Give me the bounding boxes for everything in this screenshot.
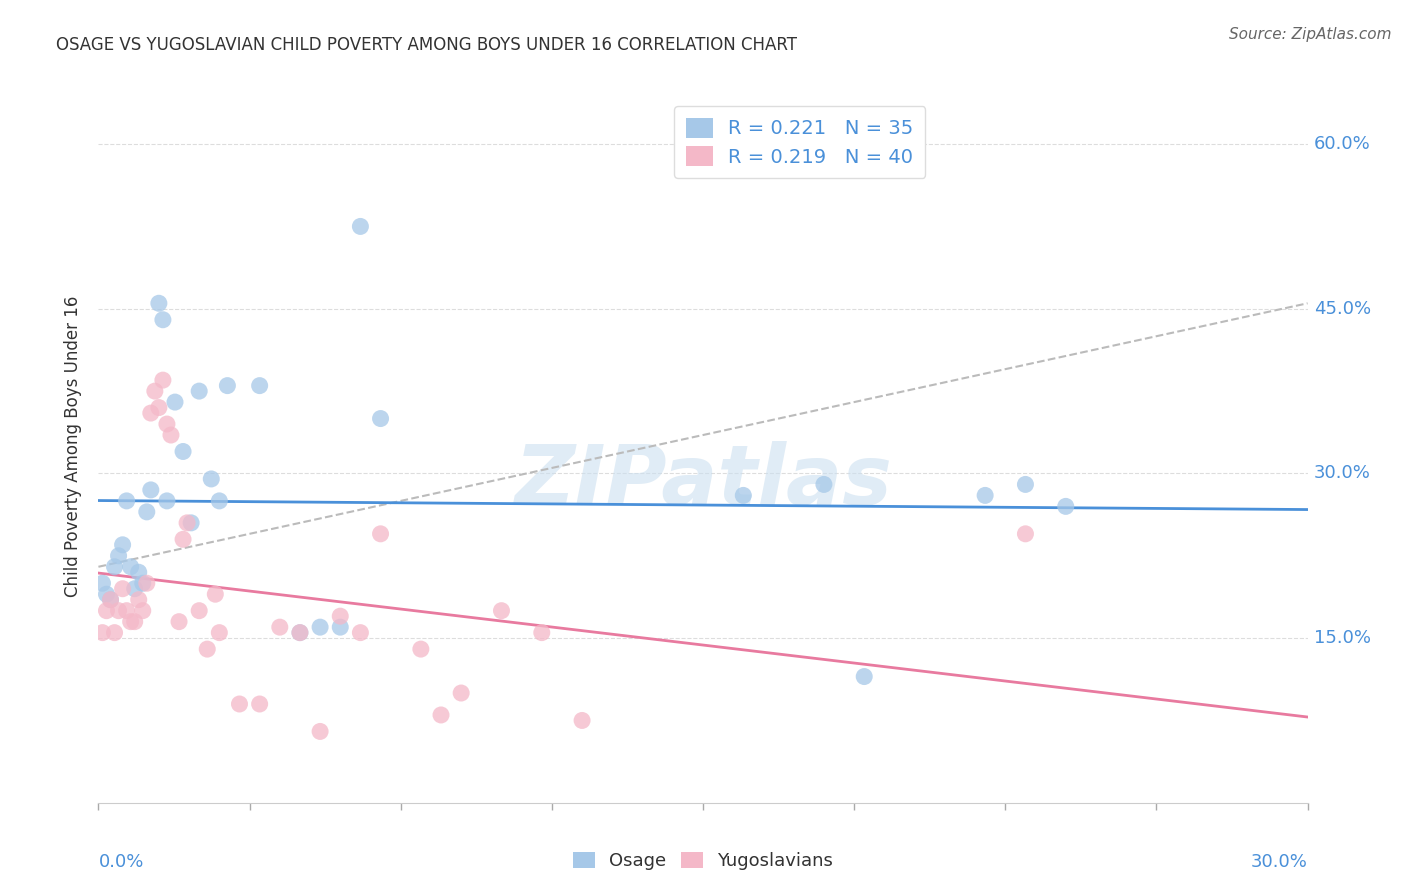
Text: Source: ZipAtlas.com: Source: ZipAtlas.com — [1229, 27, 1392, 42]
Point — [450, 686, 472, 700]
Point — [249, 697, 271, 711]
Point — [148, 401, 170, 415]
Point — [188, 384, 211, 398]
Point — [571, 714, 593, 728]
Point — [143, 384, 166, 398]
Point — [91, 625, 114, 640]
Point — [115, 494, 138, 508]
Point — [208, 625, 231, 640]
Point — [370, 526, 392, 541]
Point — [124, 615, 146, 629]
Point — [200, 472, 222, 486]
Point — [124, 582, 146, 596]
Point — [156, 417, 179, 431]
Point — [152, 312, 174, 326]
Point — [349, 625, 371, 640]
Point — [120, 559, 142, 574]
Point — [107, 549, 129, 563]
Point — [148, 296, 170, 310]
Point — [160, 428, 183, 442]
Point — [120, 615, 142, 629]
Text: 45.0%: 45.0% — [1313, 300, 1371, 318]
Point — [269, 620, 291, 634]
Point — [135, 576, 157, 591]
Point — [128, 592, 150, 607]
Point — [103, 625, 125, 640]
Point — [309, 620, 332, 634]
Point — [103, 559, 125, 574]
Point — [204, 587, 226, 601]
Point — [409, 642, 432, 657]
Point — [96, 587, 118, 601]
Point — [309, 724, 332, 739]
Text: 0.0%: 0.0% — [98, 853, 143, 871]
Legend: Osage, Yugoslavians: Osage, Yugoslavians — [564, 843, 842, 880]
Point — [115, 604, 138, 618]
Point — [491, 604, 513, 618]
Point — [349, 219, 371, 234]
Point — [288, 625, 311, 640]
Point — [733, 488, 755, 502]
Point — [135, 505, 157, 519]
Point — [139, 406, 162, 420]
Point — [128, 566, 150, 580]
Point — [111, 538, 134, 552]
Point — [813, 477, 835, 491]
Point — [132, 576, 155, 591]
Point — [530, 625, 553, 640]
Point — [111, 582, 134, 596]
Point — [195, 642, 218, 657]
Point — [132, 604, 155, 618]
Point — [430, 708, 453, 723]
Point — [974, 488, 997, 502]
Point — [1054, 500, 1077, 514]
Point — [172, 444, 194, 458]
Point — [167, 615, 190, 629]
Y-axis label: Child Poverty Among Boys Under 16: Child Poverty Among Boys Under 16 — [65, 295, 83, 597]
Point — [163, 395, 186, 409]
Point — [1014, 526, 1036, 541]
Text: 60.0%: 60.0% — [1313, 135, 1371, 153]
Point — [152, 373, 174, 387]
Point — [288, 625, 311, 640]
Point — [228, 697, 250, 711]
Point — [853, 669, 876, 683]
Point — [180, 516, 202, 530]
Point — [1014, 477, 1036, 491]
Point — [100, 592, 122, 607]
Point — [208, 494, 231, 508]
Point — [100, 592, 122, 607]
Point — [96, 604, 118, 618]
Text: 30.0%: 30.0% — [1251, 853, 1308, 871]
Point — [156, 494, 179, 508]
Point — [217, 378, 239, 392]
Point — [329, 620, 352, 634]
Point — [172, 533, 194, 547]
Point — [91, 576, 114, 591]
Point — [139, 483, 162, 497]
Point — [107, 604, 129, 618]
Text: 30.0%: 30.0% — [1313, 465, 1371, 483]
Point — [188, 604, 211, 618]
Text: OSAGE VS YUGOSLAVIAN CHILD POVERTY AMONG BOYS UNDER 16 CORRELATION CHART: OSAGE VS YUGOSLAVIAN CHILD POVERTY AMONG… — [56, 36, 797, 54]
Text: ZIPatlas: ZIPatlas — [515, 442, 891, 522]
Point — [249, 378, 271, 392]
Point — [329, 609, 352, 624]
Text: 15.0%: 15.0% — [1313, 629, 1371, 647]
Point — [370, 411, 392, 425]
Point — [176, 516, 198, 530]
